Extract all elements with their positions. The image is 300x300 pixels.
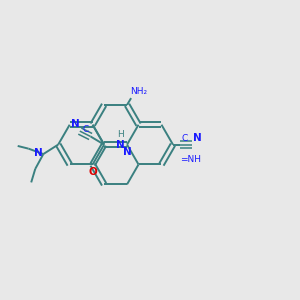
Text: N: N [70, 119, 79, 129]
Text: N: N [116, 140, 124, 150]
Text: O: O [88, 167, 97, 177]
Text: N: N [34, 148, 42, 158]
Text: =NH: =NH [180, 155, 201, 164]
Text: N: N [123, 147, 131, 157]
Text: C: C [181, 134, 187, 143]
Text: C: C [83, 125, 89, 134]
Text: N: N [193, 133, 201, 143]
Text: NH₂: NH₂ [130, 87, 147, 96]
Text: H: H [118, 130, 124, 139]
